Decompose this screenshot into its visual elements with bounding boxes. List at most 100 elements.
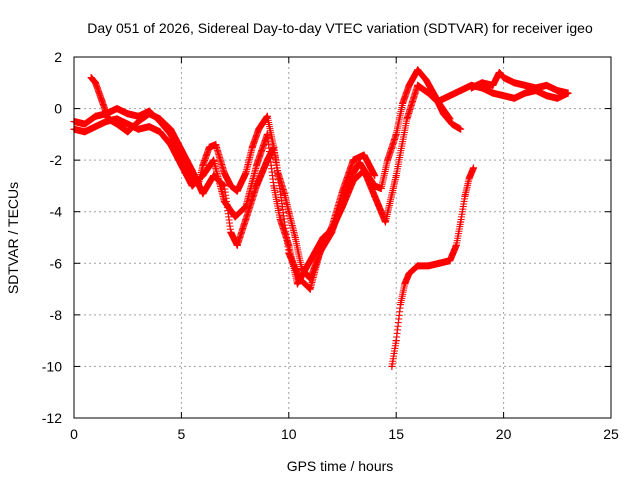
data-point: [98, 97, 106, 105]
data-point: [156, 128, 164, 136]
data-point: [401, 280, 409, 288]
data-point: [414, 262, 422, 270]
y-tick-label: -8: [50, 307, 63, 323]
data-point: [113, 120, 121, 128]
data-point: [478, 79, 486, 87]
data-point: [242, 169, 250, 177]
data-point: [145, 123, 153, 131]
data-point: [500, 92, 508, 100]
data-point: [281, 190, 289, 198]
data-point: [349, 156, 357, 164]
data-point: [495, 68, 503, 76]
data-point: [452, 241, 460, 249]
data-point: [457, 125, 465, 133]
chart-title: Day 051 of 2026, Sidereal Day-to-day VTE…: [87, 20, 593, 36]
data-point: [317, 244, 325, 252]
y-tick-label: -4: [50, 204, 63, 220]
y-axis-label: SDTVAR / TECUs: [5, 182, 21, 294]
data-point: [145, 110, 153, 118]
data-point: [231, 213, 239, 221]
data-point: [188, 166, 196, 174]
data-point: [470, 164, 478, 172]
data-point: [156, 115, 164, 123]
plot-frame: [73, 56, 612, 419]
data-point: [339, 187, 346, 195]
data-point: [124, 120, 132, 128]
data-point: [81, 120, 89, 128]
x-tick-label: 25: [603, 426, 619, 442]
series-track-e: [435, 81, 572, 105]
data-point: [532, 84, 540, 92]
data-point: [210, 156, 218, 164]
data-point: [446, 92, 454, 100]
data-point: [124, 110, 132, 118]
data-point: [543, 81, 551, 89]
data-point: [91, 112, 99, 120]
x-tick-label: 20: [496, 426, 512, 442]
x-tick-label: 10: [281, 426, 297, 442]
data-point: [177, 161, 185, 169]
tick-layer: 0 5 10 15 20 25 -12 -10 -8 -6 -4 -2 0 2: [42, 49, 619, 442]
data-point: [220, 169, 228, 177]
data-point: [199, 161, 207, 169]
series-track-f: [467, 68, 572, 97]
data-point: [424, 262, 432, 270]
data-point: [553, 94, 561, 102]
x-tick-label: 5: [178, 426, 186, 442]
data-point: [405, 270, 413, 278]
data-point: [212, 141, 220, 149]
data-point: [233, 241, 241, 249]
data-point: [422, 76, 430, 84]
data-point: [435, 97, 443, 105]
data-point: [188, 182, 196, 190]
data-point: [435, 259, 443, 267]
series-track-c: [87, 74, 379, 293]
data-point: [113, 105, 121, 113]
data-point: [424, 89, 432, 97]
data-point: [360, 166, 368, 174]
data-point: [253, 182, 261, 190]
data-point: [205, 143, 213, 151]
data-point: [384, 156, 392, 164]
y-tick-label: -12: [42, 410, 62, 426]
data-point: [465, 174, 473, 182]
data-point: [263, 156, 271, 164]
data-point: [134, 117, 142, 125]
data-point: [553, 87, 561, 95]
data-point: [220, 182, 228, 190]
data-point: [285, 249, 293, 257]
data-point: [521, 81, 529, 89]
data-point: [403, 115, 411, 123]
data-point: [399, 99, 407, 107]
data-point: [461, 192, 469, 200]
data-point: [371, 172, 379, 180]
data-point: [349, 169, 357, 177]
data-point: [296, 275, 304, 283]
data-point: [405, 81, 413, 89]
y-tick-label: -10: [42, 358, 62, 374]
data-point: [199, 190, 207, 198]
data-point: [91, 123, 99, 131]
data-point: [414, 81, 422, 89]
data-point: [104, 115, 112, 123]
data-point: [360, 151, 368, 159]
data-point: [564, 89, 572, 97]
data-point: [270, 143, 278, 151]
data-point: [510, 94, 518, 102]
data-point: [371, 192, 379, 200]
data-point: [500, 74, 508, 82]
data-point: [489, 81, 497, 89]
data-point: [263, 112, 271, 120]
y-tick-label: -2: [50, 152, 63, 168]
data-point: [253, 161, 261, 169]
data-point: [167, 141, 175, 149]
data-point: [392, 130, 400, 138]
data-point: [81, 128, 89, 136]
data-point: [124, 128, 132, 136]
data-point: [349, 177, 357, 185]
data-point: [199, 172, 207, 180]
data-point: [278, 203, 286, 211]
data-point: [293, 280, 301, 288]
data-point: [167, 125, 175, 133]
